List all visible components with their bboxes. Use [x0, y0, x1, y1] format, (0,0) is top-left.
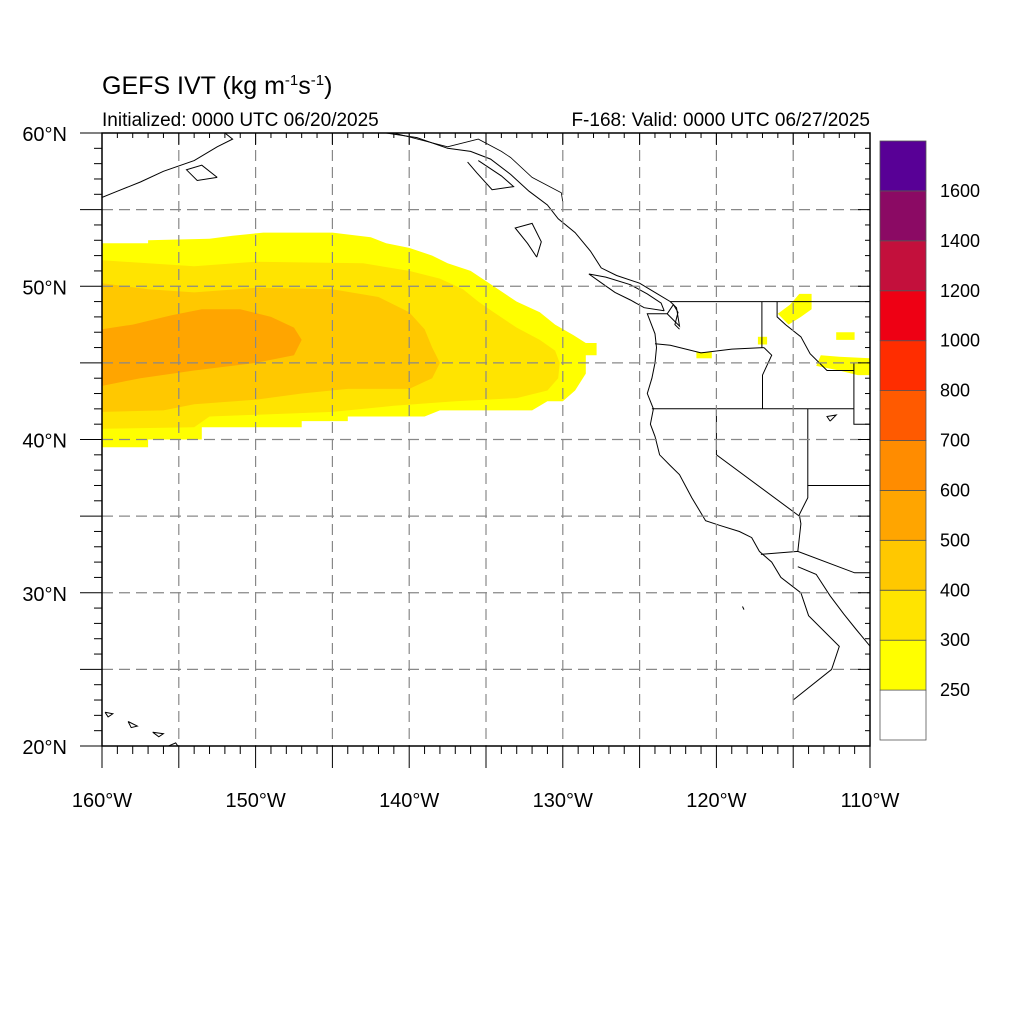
colorbar-swatch	[879, 290, 927, 342]
border-nv-ut	[807, 408, 870, 486]
ivt-250-inland-a	[777, 293, 812, 325]
coast-southeast-alaska	[467, 160, 515, 191]
colorbar-label: 1000	[940, 331, 980, 351]
title-mid: s	[298, 72, 311, 100]
coast-gulf-of-california	[797, 566, 870, 647]
coast-puget-strait	[666, 303, 680, 330]
title-exp2: -1	[310, 72, 325, 89]
border-alaska-canada	[393, 133, 564, 203]
lake-great-salt	[826, 414, 838, 422]
title-base: GEFS IVT (kg m	[102, 72, 285, 100]
border-ut-wy	[853, 408, 870, 425]
colorbar-label: 1200	[940, 281, 980, 301]
coastlines	[102, 133, 870, 746]
y-tick-label: 30°N	[22, 584, 67, 606]
border-nv-az	[797, 485, 809, 552]
colorbar-swatch	[879, 440, 927, 491]
x-tick-label: 150°W	[225, 790, 285, 812]
initialized-label: Initialized: 0000 UTC 06/20/2025	[102, 110, 379, 131]
colorbar-swatch	[879, 240, 927, 292]
colorbar-label: 500	[940, 530, 970, 550]
axis-ticks	[80, 132, 871, 768]
coast-kodiak	[185, 164, 218, 182]
coast-vancouver-island	[588, 273, 665, 312]
y-tick-label: 60°N	[22, 124, 67, 146]
border-id-mt	[776, 301, 854, 371]
coast-hawaii-3	[127, 721, 139, 729]
colorbar-label: 300	[940, 630, 970, 650]
y-tick-label: 40°N	[22, 431, 67, 453]
x-tick-label: 140°W	[379, 790, 439, 812]
coast-hawaii-4	[104, 711, 115, 718]
valid-label: F-168: Valid: 0000 UTC 06/27/2025	[571, 110, 870, 131]
border-wa-or	[654, 343, 765, 354]
ivt-250-inland-c	[836, 332, 855, 340]
ivt-250-inland-d	[696, 352, 712, 359]
colorbar-label: 1400	[940, 231, 980, 251]
colorbar-label: 800	[940, 381, 970, 401]
colorbar-label: 600	[940, 480, 970, 500]
colorbar: 250 300 400 500 600 700 800 1000 1200 1400 1600	[879, 140, 980, 741]
coast-hawaii-1	[167, 742, 179, 746]
colorbar-label: 700	[940, 431, 970, 451]
colorbar-swatch	[879, 539, 927, 591]
x-tick-label: 110°W	[841, 790, 900, 812]
colorbar-swatch	[879, 190, 927, 242]
coast-haida-gwaii	[514, 222, 542, 258]
x-tick-label: 160°W	[72, 790, 132, 812]
title-exp1: -1	[284, 72, 299, 89]
coast-hawaii-2	[152, 731, 165, 738]
colorbar-swatch	[879, 340, 927, 392]
border-or-id	[762, 347, 773, 409]
border-ca-nv	[715, 408, 800, 517]
ivt-500-core	[102, 309, 302, 386]
y-tick-label: 50°N	[22, 277, 67, 299]
x-tick-label: 130°W	[533, 790, 593, 812]
coast-north-america	[386, 133, 840, 701]
x-tick-label: 120°W	[686, 790, 746, 812]
ivt-250-inland-b	[816, 355, 870, 376]
colorbar-label: 1600	[940, 181, 980, 201]
graticule	[102, 133, 870, 746]
colorbar-swatch	[879, 639, 927, 691]
colorbar-swatch	[879, 689, 927, 741]
colorbar-label: 250	[940, 680, 970, 700]
plot-title: GEFS IVT (kg m-1s-1)	[102, 72, 332, 101]
coast-alaska-gulf	[102, 133, 234, 198]
colorbar-swatch	[879, 390, 927, 441]
colorbar-swatch	[879, 589, 927, 641]
colorbar-swatch	[879, 140, 927, 192]
title-end: )	[324, 72, 333, 100]
axis-labels: 160°W 150°W 140°W 130°W 120°W 110°W 20°N 30°N 40…	[22, 124, 899, 812]
ivt-250-inland-e	[757, 336, 768, 345]
colorbar-label: 400	[940, 580, 970, 600]
y-tick-label: 20°N	[22, 737, 67, 759]
ivt-fill	[102, 232, 870, 448]
border-us-mexico	[760, 550, 870, 574]
colorbar-swatch	[879, 489, 927, 541]
coast-guadalupe-island	[742, 606, 745, 610]
